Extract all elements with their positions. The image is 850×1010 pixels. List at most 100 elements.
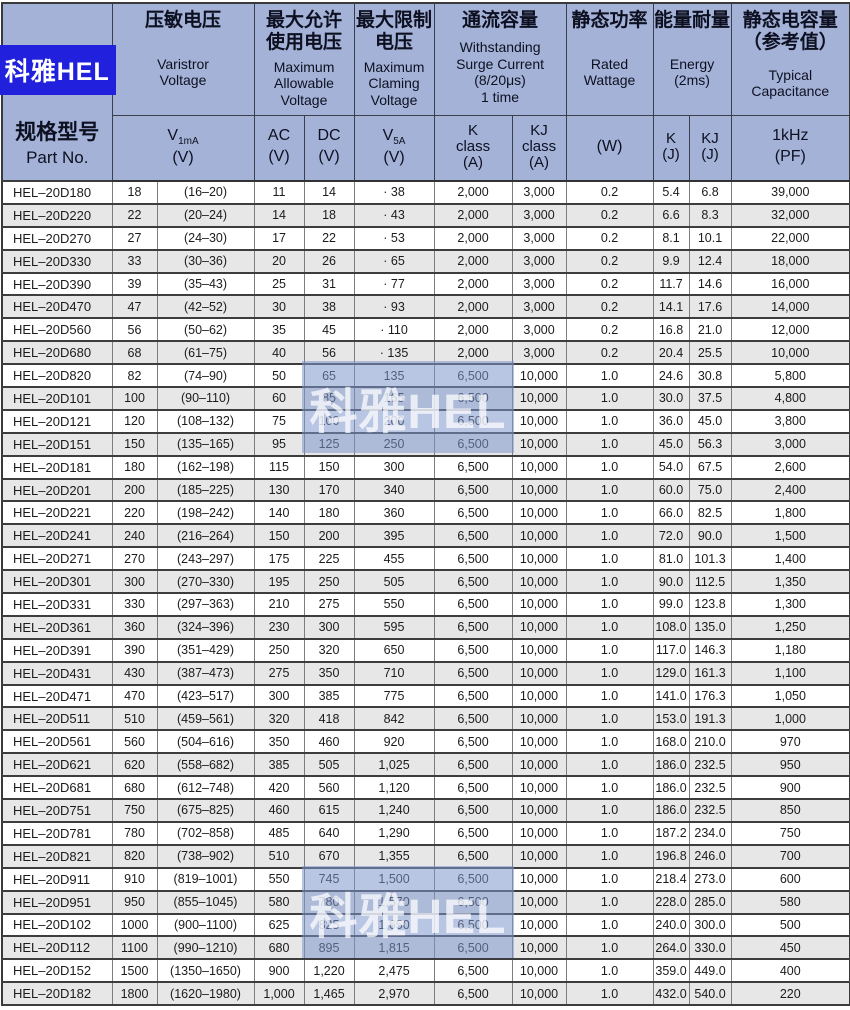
value-cell: 560 xyxy=(111,729,158,755)
value-cell: 170 xyxy=(303,477,355,503)
value-cell: (243–297) xyxy=(156,546,255,572)
value-cell: · 43 xyxy=(353,202,435,228)
value-cell: 50 xyxy=(253,363,305,389)
part-no-cell: HEL–20D471 xyxy=(1,683,113,709)
value-cell: 330.0 xyxy=(688,935,732,961)
value-cell: 1,400 xyxy=(730,546,850,572)
value-cell: 6,500 xyxy=(433,843,513,869)
value-cell: 2,000 xyxy=(433,271,513,297)
value-cell: 900 xyxy=(730,775,850,801)
value-cell: 39,000 xyxy=(730,180,850,205)
value-cell: 168.0 xyxy=(652,729,690,755)
value-cell: 99.0 xyxy=(652,592,690,617)
value-cell: 6,500 xyxy=(433,637,513,663)
value-cell: 10,000 xyxy=(511,569,567,595)
value-cell: 0.2 xyxy=(565,271,654,297)
part-no-cell: HEL–20D681 xyxy=(1,775,113,801)
value-cell: 232.5 xyxy=(688,752,732,778)
group-header-varistor-voltage: 压敏电压 Varistror Voltage xyxy=(111,2,255,117)
value-cell: 6,500 xyxy=(433,614,513,640)
part-no-cell: HEL–20D781 xyxy=(1,820,113,846)
value-cell: 1.0 xyxy=(565,752,654,778)
group-header-max-clamping-voltage: 最大限制 电压 Maximum Claming Voltage xyxy=(353,2,435,117)
value-cell: 220 xyxy=(730,981,850,1007)
value-cell: 82 xyxy=(111,363,158,389)
value-cell: 38 xyxy=(303,294,355,320)
value-cell: 2,000 xyxy=(433,180,513,205)
value-cell: 6,500 xyxy=(433,477,513,503)
value-cell: 33 xyxy=(111,248,158,274)
value-cell: 620 xyxy=(111,752,158,778)
value-cell: 186.0 xyxy=(652,798,690,823)
value-cell: 10,000 xyxy=(511,729,567,755)
value-cell: 101.3 xyxy=(688,546,732,572)
table-row: HEL–20D681 680 (612–748) 420 560 1,120 6,500 10… xyxy=(1,775,850,801)
value-cell: 1100 xyxy=(111,935,158,961)
part-no-cell: HEL–20D561 xyxy=(1,729,113,755)
value-cell: 11 xyxy=(253,180,305,205)
value-cell: 8.3 xyxy=(688,202,732,228)
value-cell: 22 xyxy=(303,225,355,251)
table-row: HEL–20D391 390 (351–429) 250 320 650 6,500 10,0… xyxy=(1,637,850,663)
value-cell: 100 xyxy=(111,386,158,411)
value-cell: 10,000 xyxy=(511,431,567,457)
value-cell: (900–1100) xyxy=(156,912,255,938)
part-no-cell: HEL–20D301 xyxy=(1,569,113,595)
value-cell: 6,500 xyxy=(433,729,513,755)
value-cell: 670 xyxy=(303,843,355,869)
value-cell: 14 xyxy=(253,202,305,228)
value-cell: 460 xyxy=(303,729,355,755)
value-cell: 10,000 xyxy=(511,889,567,915)
value-cell: 1.0 xyxy=(565,843,654,869)
value-cell: 350 xyxy=(253,729,305,755)
value-cell: 485 xyxy=(253,820,305,846)
value-cell: (35–43) xyxy=(156,271,255,297)
part-no-cell: HEL–20D680 xyxy=(1,340,113,366)
part-no-cell: HEL–20D821 xyxy=(1,843,113,869)
table-row: HEL–20D330 33 (30–36) 20 26 · 65 2,000 3,000 0.2… xyxy=(1,248,850,274)
value-cell: 1,100 xyxy=(730,660,850,686)
value-cell: 970 xyxy=(730,729,850,755)
value-cell: 285.0 xyxy=(688,889,732,915)
value-cell: 6,500 xyxy=(433,752,513,778)
value-cell: 10,000 xyxy=(511,660,567,686)
value-cell: 449.0 xyxy=(688,958,732,984)
value-cell: 26 xyxy=(303,248,355,274)
value-cell: 95 xyxy=(253,431,305,457)
value-cell: 150 xyxy=(253,523,305,549)
value-cell: (459–561) xyxy=(156,706,255,732)
value-cell: 920 xyxy=(353,729,435,755)
value-cell: 1,290 xyxy=(353,820,435,846)
value-cell: 10,000 xyxy=(511,500,567,526)
value-cell: 150 xyxy=(303,454,355,480)
value-cell: 250 xyxy=(303,569,355,595)
value-cell: 141.0 xyxy=(652,683,690,709)
value-cell: 228.0 xyxy=(652,889,690,915)
value-cell: 25 xyxy=(253,271,305,297)
value-cell: 191.3 xyxy=(688,706,732,732)
value-cell: 2,600 xyxy=(730,454,850,480)
value-cell: 10,000 xyxy=(511,477,567,503)
value-cell: 47 xyxy=(111,294,158,320)
value-cell: 750 xyxy=(111,798,158,823)
part-no-cell: HEL–20D152 xyxy=(1,958,113,984)
value-cell: 0.2 xyxy=(565,202,654,228)
value-cell: 10,000 xyxy=(511,843,567,869)
value-cell: 3,000 xyxy=(511,202,567,228)
sub-header-k-joule: K (J) xyxy=(652,115,690,183)
value-cell: 90.0 xyxy=(652,569,690,595)
value-cell: 1.0 xyxy=(565,798,654,823)
value-cell: (612–748) xyxy=(156,775,255,801)
value-cell: 45 xyxy=(303,317,355,343)
value-cell: 775 xyxy=(353,683,435,709)
value-cell: 12,000 xyxy=(730,317,850,343)
part-no-label-en: Part No. xyxy=(26,148,89,167)
value-cell: · 77 xyxy=(353,271,435,297)
value-cell: (216–264) xyxy=(156,523,255,549)
table-body: HEL–20D180 18 (16–20) 11 14 · 38 2,000 3,000 0.2… xyxy=(1,180,850,1007)
table-row: HEL–20D361 360 (324–396) 230 300 595 6,500 10,0… xyxy=(1,614,850,640)
value-cell: 27 xyxy=(111,225,158,251)
value-cell: 22 xyxy=(111,202,158,228)
value-cell: 82.5 xyxy=(688,500,732,526)
value-cell: 10,000 xyxy=(511,614,567,640)
